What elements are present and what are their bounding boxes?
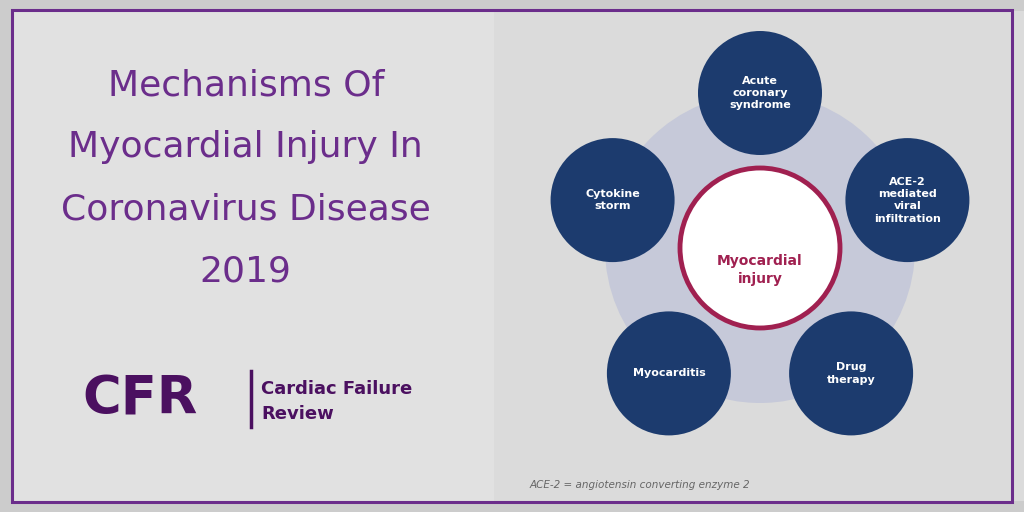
Circle shape xyxy=(607,311,731,435)
Text: ACE-2 = angiotensin converting enzyme 2: ACE-2 = angiotensin converting enzyme 2 xyxy=(530,480,751,490)
Bar xyxy=(495,11,1024,501)
Text: Cardiac Failure: Cardiac Failure xyxy=(261,380,412,398)
Text: Myocardial
injury: Myocardial injury xyxy=(717,254,803,286)
Text: Cytokine
storm: Cytokine storm xyxy=(585,189,640,211)
Circle shape xyxy=(680,168,840,328)
Text: CFR: CFR xyxy=(82,373,198,425)
Text: 2019: 2019 xyxy=(200,254,292,288)
Circle shape xyxy=(790,311,913,435)
Circle shape xyxy=(551,138,675,262)
Text: Drug
therapy: Drug therapy xyxy=(826,362,876,385)
Text: Review: Review xyxy=(261,406,334,423)
Text: Acute
coronary
syndrome: Acute coronary syndrome xyxy=(729,76,791,111)
Circle shape xyxy=(605,93,915,403)
Circle shape xyxy=(846,138,970,262)
Bar xyxy=(13,11,495,501)
Text: Myocarditis: Myocarditis xyxy=(633,369,706,378)
Text: Myocardial Injury In: Myocardial Injury In xyxy=(69,130,423,164)
Text: Coronavirus Disease: Coronavirus Disease xyxy=(60,192,431,226)
Text: Mechanisms Of: Mechanisms Of xyxy=(108,68,384,102)
Text: ACE-2
mediated
viral
infiltration: ACE-2 mediated viral infiltration xyxy=(873,177,941,224)
Circle shape xyxy=(698,31,822,155)
